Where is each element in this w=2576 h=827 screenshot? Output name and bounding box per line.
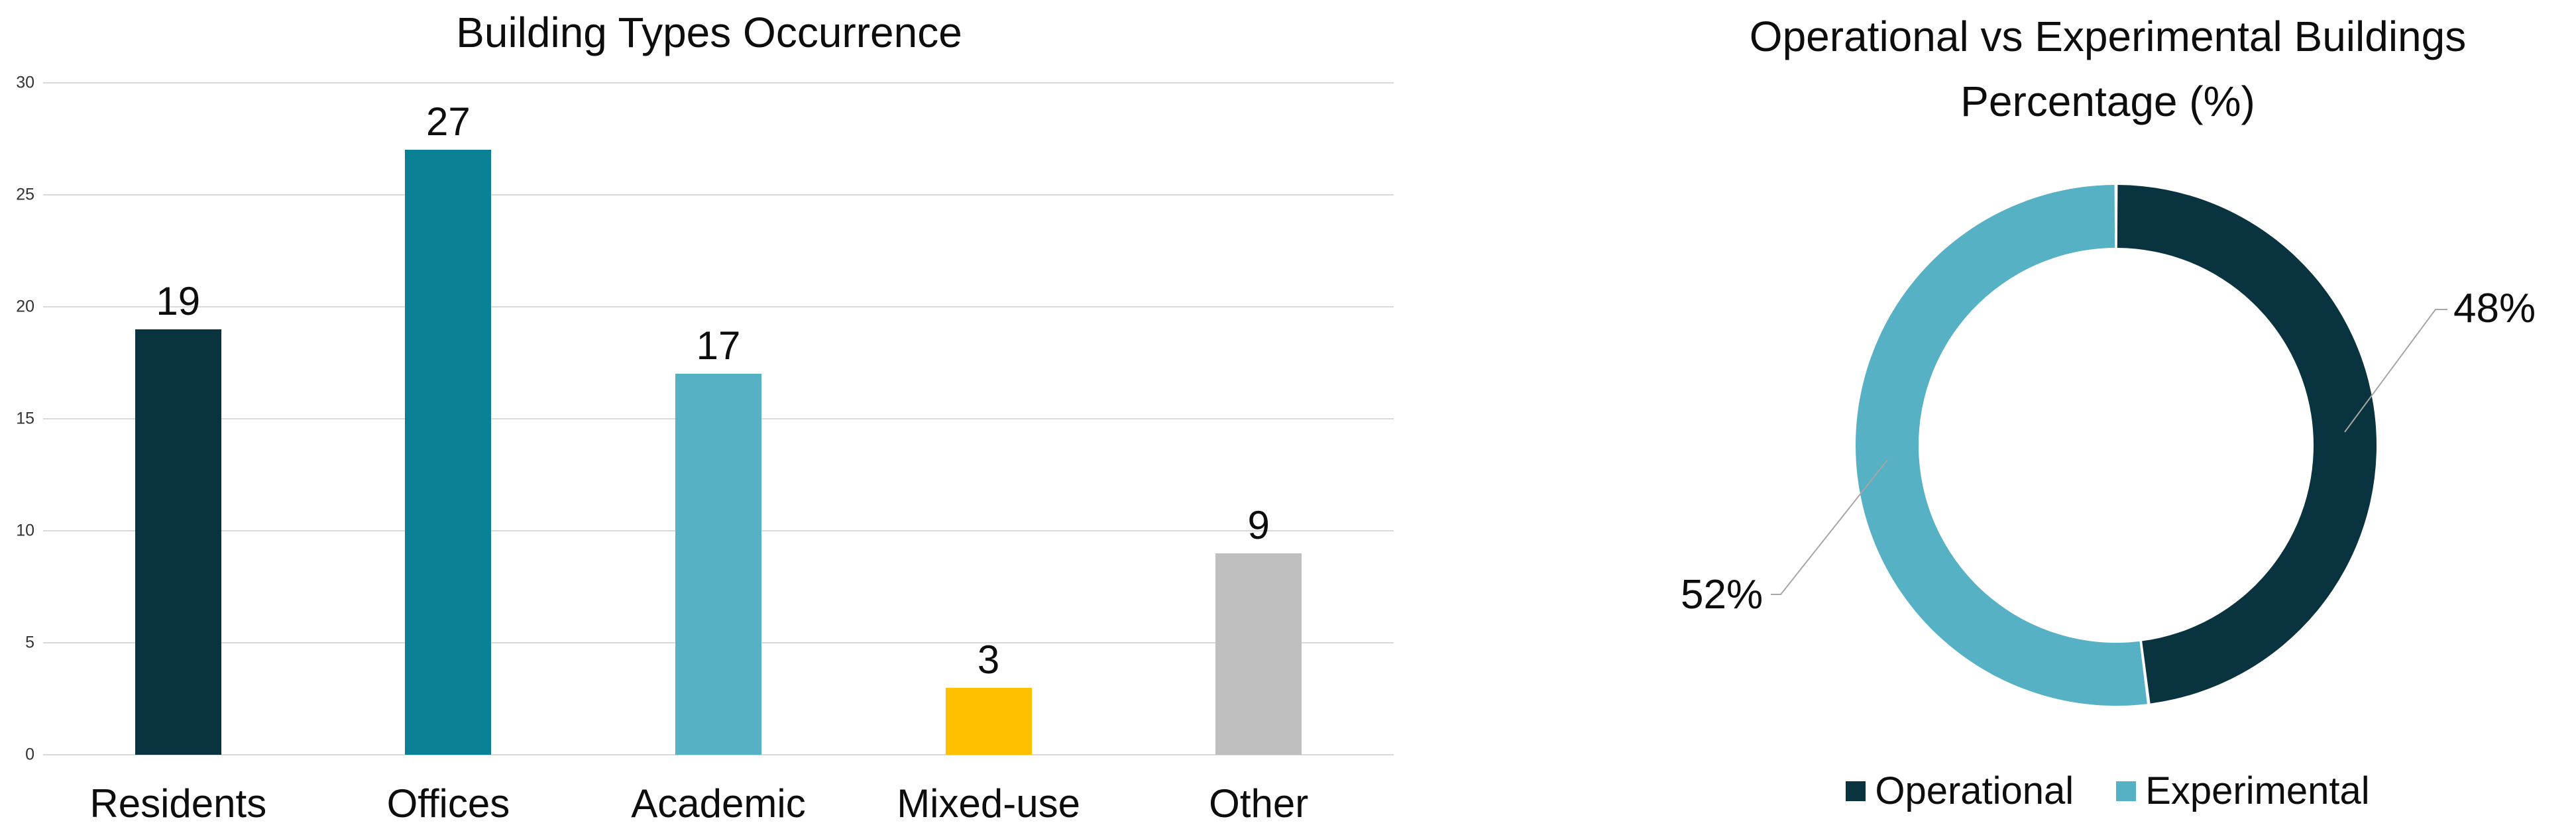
bar-residents [135, 329, 221, 755]
legend-item-experimental: Experimental [2116, 769, 2370, 813]
bar-value-label: 3 [977, 637, 1000, 682]
y-axis-tick-label: 30 [16, 73, 34, 92]
leader-line-experimental [1771, 459, 1888, 595]
gridline [43, 754, 1394, 755]
y-axis-tick-label: 5 [25, 633, 34, 652]
donut-slice-operational [2117, 185, 2377, 704]
x-axis-category-label: Academic [631, 781, 806, 826]
donut-chart-title-line1: Operational vs Experimental Buildings [1749, 13, 2467, 60]
slice-percentage-label-experimental: 52% [1681, 572, 1764, 618]
legend-label: Experimental [2145, 769, 2370, 812]
donut-plot [1771, 185, 2447, 706]
gridline [43, 306, 1394, 307]
leader-line-operational [2344, 309, 2447, 433]
legend-item-operational: Operational [1846, 769, 2074, 813]
y-axis-tick-label: 25 [16, 185, 34, 204]
gridline [43, 82, 1394, 83]
legend-label: Operational [1875, 769, 2074, 812]
slice-percentage-label-operational: 48% [2453, 286, 2536, 331]
donut-chart-title-line2: Percentage (%) [1960, 78, 2255, 125]
legend-swatch-icon [2116, 781, 2137, 801]
x-axis-category-label: Other [1209, 781, 1309, 826]
bar-chart: Building Types Occurrence 0 5 10 15 20 25 30 19… [16, 9, 1394, 826]
y-axis-tick-label: 15 [16, 409, 34, 428]
bar-other [1215, 553, 1302, 755]
bar-value-label: 19 [156, 278, 201, 323]
donut-chart: Operational vs Experimental Buildings Pe… [1640, 0, 2576, 827]
x-axis-category-label: Offices [386, 781, 510, 826]
bar-academic [675, 374, 761, 755]
donut-slice-experimental [1856, 185, 2147, 706]
y-axis-tick-label: 0 [25, 745, 34, 764]
y-axis-tick-label: 20 [16, 297, 34, 316]
y-axis-tick-label: 10 [16, 521, 34, 540]
bar-value-label: 17 [696, 323, 741, 368]
donut-chart-title: Operational vs Experimental Buildings Pe… [1640, 4, 2576, 134]
bar-chart-title: Building Types Occurrence [456, 9, 962, 56]
gridline [43, 194, 1394, 195]
bar-value-label: 9 [1247, 502, 1270, 547]
bar-offices [405, 150, 492, 755]
x-axis-category-label: Mixed-use [897, 781, 1080, 826]
donut-legend: Operational Experimental [1640, 769, 2576, 813]
bar-value-label: 27 [426, 99, 471, 144]
bar-mixed-use [945, 687, 1032, 755]
legend-swatch-icon [1846, 781, 1866, 801]
x-axis-category-label: Residents [89, 781, 267, 826]
